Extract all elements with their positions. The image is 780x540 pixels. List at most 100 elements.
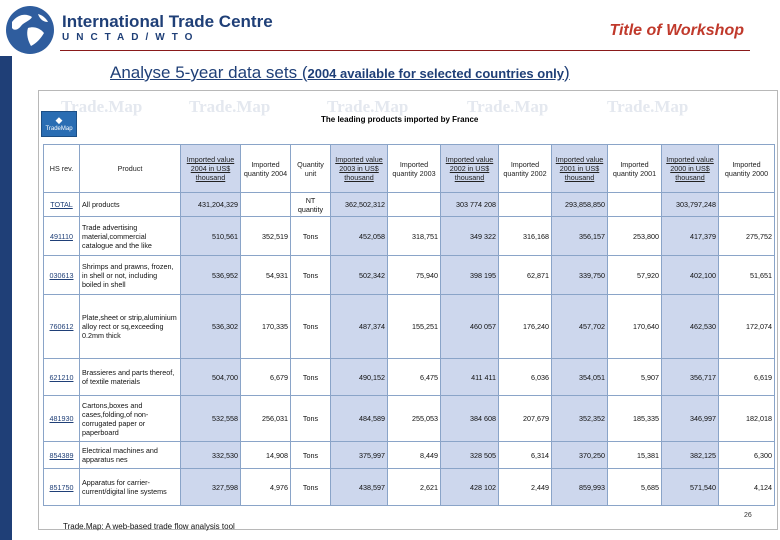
subtitle-close: ) [564,63,570,82]
value-cell-q2000: 51,651 [718,255,775,295]
table-row: 851750 Apparatus for carrier-current/digi… [43,468,775,506]
product-cell: Cartons,boxes and cases,folding,of non-c… [79,395,181,442]
column-header: Product [79,144,181,193]
value-cell-q2000: 6,619 [718,358,775,396]
value-cell-v2003: 502,342 [330,255,388,295]
subtitle-year: 2004 [307,66,337,81]
value-cell-q2003 [387,192,441,217]
unit-cell: NT quantity [290,192,331,217]
value-cell-v2001: 339,750 [551,255,608,295]
org-name: International Trade Centre [62,12,273,31]
product-cell: Apparatus for carrier-current/digital li… [79,468,181,506]
value-cell-v2002: 303 774 208 [440,192,499,217]
value-cell-q2003: 155,251 [387,294,441,359]
value-cell-q2000: 172,074 [718,294,775,359]
watermark-text: Trade.Map [189,97,271,116]
column-header-sortable[interactable]: Imported value 2000 in US$ thousand [661,144,719,193]
table-row: TOTAL All products 431,204,329 NT quantity 3… [43,192,775,217]
value-cell-v2003: 375,997 [330,441,388,469]
value-cell-q2001: 5,685 [607,468,662,506]
value-cell-q2001: 15,381 [607,441,662,469]
watermark-text: Trade.Map [61,97,143,116]
value-cell-q2003: 255,053 [387,395,441,442]
hs-code-link[interactable]: 854389 [43,441,80,469]
value-cell-v2002: 460 057 [440,294,499,359]
column-header-sortable[interactable]: Imported value 2002 in US$ thousand [440,144,499,193]
left-accent-bar [0,56,12,540]
product-cell: Plate,sheet or strip,aluminium alloy rec… [79,294,181,359]
value-cell-v2004: 327,598 [180,468,241,506]
slide-header: International Trade Centre UNCTAD/WTO Ti… [0,0,780,62]
hs-code-link[interactable]: 030613 [43,255,80,295]
hs-code-link[interactable]: 481930 [43,395,80,442]
value-cell-v2002: 411 411 [440,358,499,396]
value-cell-v2000: 571,540 [661,468,719,506]
unit-cell: Tons [290,468,331,506]
value-cell-q2004: 4,976 [240,468,291,506]
value-cell-v2002: 428 102 [440,468,499,506]
column-header: Imported quantity 2003 [387,144,441,193]
value-cell-q2003: 75,940 [387,255,441,295]
value-cell-v2003: 362,502,312 [330,192,388,217]
value-cell-q2000: 4,124 [718,468,775,506]
unit-cell: Tons [290,216,331,256]
value-cell-v2004: 431,204,329 [180,192,241,217]
imports-table: HS rev. Product Imported value 2004 in U… [43,144,775,506]
value-cell-q2003: 8,449 [387,441,441,469]
org-subtitle: UNCTAD/WTO [62,32,200,43]
hs-code-link[interactable]: 851750 [43,468,80,506]
page-number: 26 [744,512,752,519]
table-row: 491110 Trade advertising material,commerc… [43,216,775,256]
value-cell-q2002: 2,449 [498,468,552,506]
value-cell-v2004: 332,530 [180,441,241,469]
value-cell-q2004: 352,519 [240,216,291,256]
value-cell-v2003: 487,374 [330,294,388,359]
hs-code-link[interactable]: TOTAL [43,192,80,217]
value-cell-v2002: 398 195 [440,255,499,295]
trademap-logo: ◆ TradeMap [41,111,77,137]
workshop-title: Title of Workshop [609,22,744,39]
value-cell-q2004: 54,931 [240,255,291,295]
product-cell: Shrimps and prawns, frozen, in shell or … [79,255,181,295]
value-cell-q2001: 57,920 [607,255,662,295]
value-cell-q2002: 6,314 [498,441,552,469]
value-cell-v2000: 303,797,248 [661,192,719,217]
value-cell-q2000: 6,300 [718,441,775,469]
header-divider [60,50,750,51]
trademap-screenshot: Trade.Map Trade.Map Trade.Map Trade.Map … [38,90,778,530]
subtitle-main: Analyse 5-year data sets ( [110,63,308,82]
value-cell-q2002: 176,240 [498,294,552,359]
product-cell: Brassieres and parts thereof, of textile… [79,358,181,396]
value-cell-v2001: 457,702 [551,294,608,359]
value-cell-v2002: 384 608 [440,395,499,442]
value-cell-q2000 [718,192,775,217]
unit-cell: Tons [290,358,331,396]
value-cell-v2000: 402,100 [661,255,719,295]
value-cell-v2003: 484,589 [330,395,388,442]
value-cell-q2004: 170,335 [240,294,291,359]
table-row: 621210 Brassieres and parts thereof, of t… [43,358,775,396]
hs-code-link[interactable]: 491110 [43,216,80,256]
trademap-logo-icon: ◆ [55,115,63,125]
value-cell-q2001: 170,640 [607,294,662,359]
value-cell-v2001: 352,352 [551,395,608,442]
hs-code-link[interactable]: 760612 [43,294,80,359]
value-cell-q2001: 253,800 [607,216,662,256]
hs-code-link[interactable]: 621210 [43,358,80,396]
value-cell-q2001 [607,192,662,217]
column-header-sortable[interactable]: Imported value 2004 in US$ thousand [180,144,241,193]
value-cell-v2003: 438,597 [330,468,388,506]
value-cell-v2004: 510,561 [180,216,241,256]
value-cell-v2001: 859,993 [551,468,608,506]
column-header-sortable[interactable]: Imported value 2001 in US$ thousand [551,144,608,193]
value-cell-v2000: 462,530 [661,294,719,359]
watermark-text: Trade.Map [467,97,549,116]
watermark-text: Trade.Map [327,97,409,116]
value-cell-q2003: 318,751 [387,216,441,256]
table-row: 481930 Cartons,boxes and cases,folding,of… [43,395,775,442]
value-cell-v2002: 349 322 [440,216,499,256]
column-header: Imported quantity 2004 [240,144,291,193]
value-cell-v2000: 346,997 [661,395,719,442]
value-cell-q2003: 6,475 [387,358,441,396]
column-header-sortable[interactable]: Imported value 2003 in US$ thousand [330,144,388,193]
